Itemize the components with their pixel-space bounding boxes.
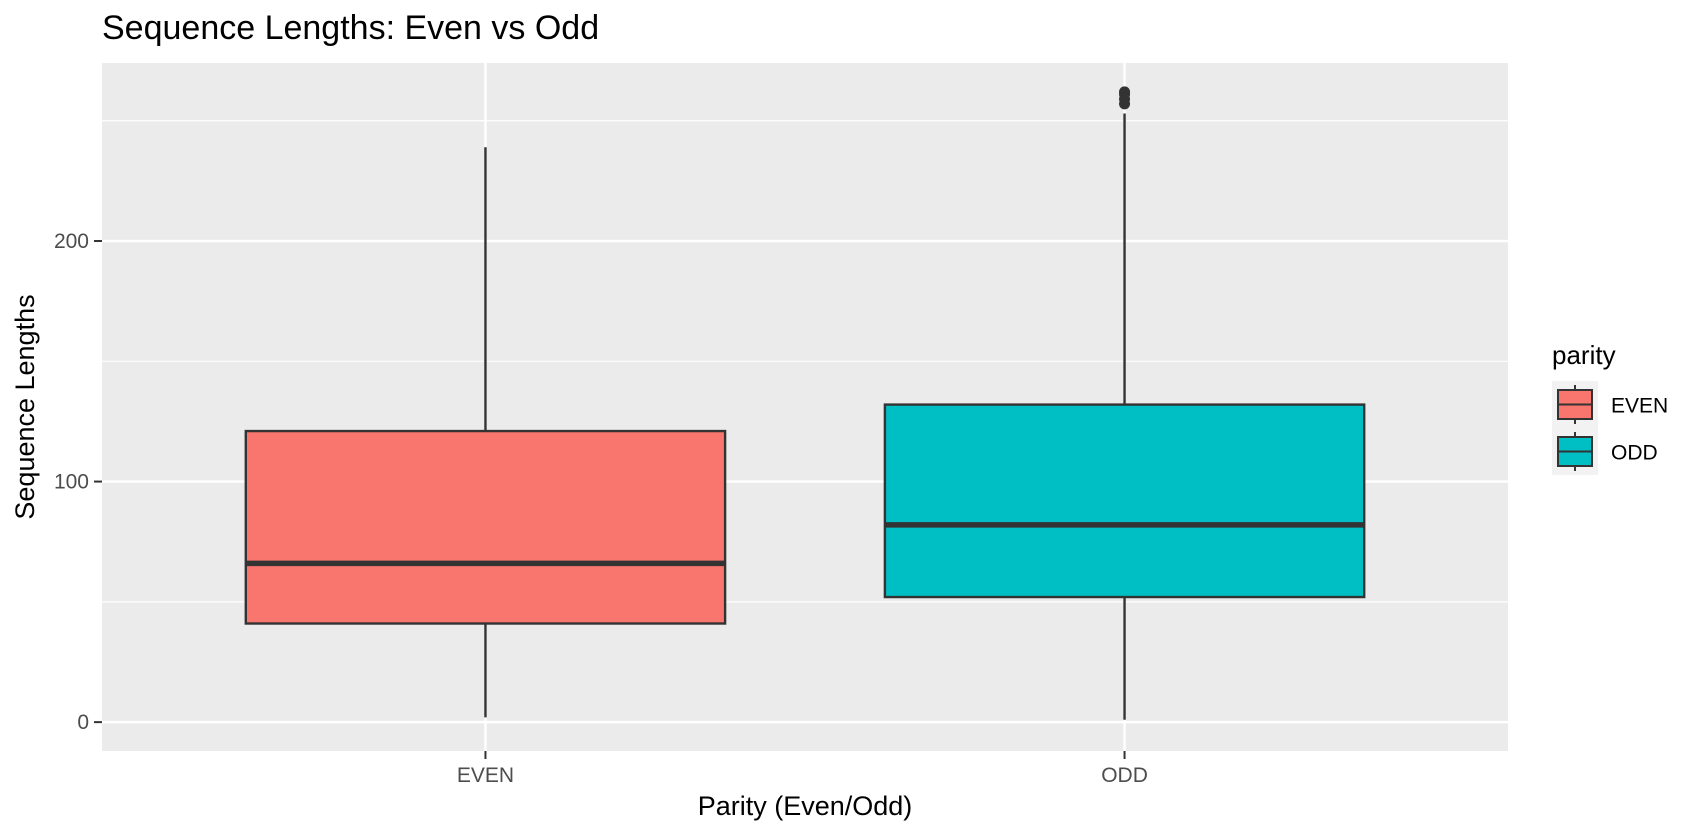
x-tick-label: EVEN xyxy=(457,764,514,787)
legend-item-even: EVEN xyxy=(1557,385,1668,424)
boxplot-even xyxy=(244,147,727,718)
x-axis-ticks: EVEN ODD xyxy=(457,751,1148,787)
boxplot-odd xyxy=(883,86,1366,720)
legend-title: parity xyxy=(1552,340,1616,370)
chart-title: Sequence Lengths: Even vs Odd xyxy=(102,9,599,47)
y-tick-label: 100 xyxy=(54,471,89,494)
y-axis-title: Sequence Lengths xyxy=(10,294,40,519)
legend: parity EVEN ODD xyxy=(1552,340,1668,475)
legend-item-odd: ODD xyxy=(1557,432,1658,471)
y-tick-label: 0 xyxy=(77,711,89,734)
outlier-point xyxy=(1119,86,1131,98)
boxplots xyxy=(244,86,1366,720)
legend-items: EVEN ODD xyxy=(1557,385,1668,471)
x-tick-label: ODD xyxy=(1101,764,1148,787)
iqr-box xyxy=(883,403,1366,599)
x-axis-title: Parity (Even/Odd) xyxy=(698,791,913,821)
y-axis-ticks: 0 100 200 xyxy=(54,230,102,734)
iqr-box xyxy=(244,429,727,625)
y-tick-label: 200 xyxy=(54,230,89,253)
legend-label: ODD xyxy=(1611,442,1658,465)
legend-label: EVEN xyxy=(1611,395,1668,418)
